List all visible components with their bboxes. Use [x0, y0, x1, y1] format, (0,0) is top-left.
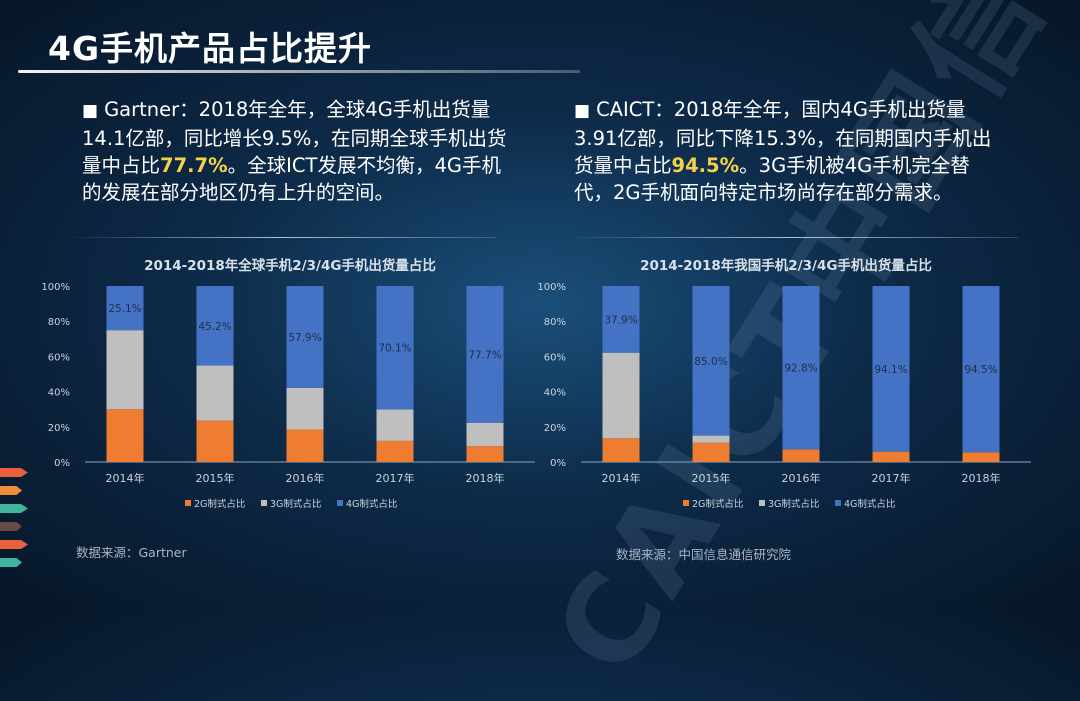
bar-segment-2g	[782, 449, 820, 462]
source-caict: 数据来源：中国信息通信研究院	[616, 547, 792, 562]
bar-segment-4g	[692, 286, 730, 436]
bar-segment-3g	[286, 387, 324, 430]
data-label: 94.5%	[964, 364, 997, 376]
y-tick-label: 100%	[41, 282, 70, 293]
y-tick-label: 80%	[48, 317, 70, 328]
caict-text-before: CAICT：2018年全年，国内4G手机出货量3.91亿部，同比下降15.3%，…	[574, 98, 992, 177]
legend-swatch	[185, 500, 191, 506]
decor-arrows	[0, 468, 30, 576]
data-label: 92.8%	[784, 363, 817, 375]
legend-label: 3G制式占比	[768, 498, 819, 510]
bar-segment-2g	[466, 446, 504, 462]
x-tick-label: 2016年	[286, 471, 325, 485]
legend-label: 4G制式占比	[346, 498, 397, 510]
separator-line-left	[68, 237, 496, 238]
legend-label: 3G制式占比	[270, 498, 321, 510]
data-label: 70.1%	[378, 343, 411, 355]
bar-segment-2g	[106, 409, 144, 462]
bar-segment-4g	[286, 286, 324, 388]
bar-segment-2g	[962, 452, 1000, 462]
gartner-paragraph: ■ Gartner：2018年全年，全球4G手机出货量14.1亿部，同比增长9.5…	[82, 96, 512, 206]
decor-arrow-icon	[0, 558, 22, 567]
y-tick-label: 100%	[537, 282, 566, 293]
bar-segment-4g	[602, 286, 640, 353]
title-underline	[18, 70, 580, 73]
bar-segment-3g	[196, 365, 234, 421]
y-tick-label: 20%	[48, 423, 70, 434]
y-tick-label: 0%	[550, 458, 566, 469]
x-tick-label: 2016年	[782, 471, 821, 485]
decor-arrow-icon	[0, 522, 22, 531]
legend-swatch	[683, 500, 689, 506]
legend-label: 2G制式占比	[692, 498, 743, 510]
data-label: 25.1%	[108, 303, 141, 315]
x-tick-label: 2015年	[692, 471, 731, 485]
bar-segment-4g	[466, 286, 504, 423]
source-gartner: 数据来源：Gartner	[76, 545, 187, 560]
china-share-chart: 0% 20% 40% 60% 80% 100% 37.9% 2014年 85.0% 2015年 92…	[537, 282, 1031, 510]
legend-swatch	[337, 500, 343, 506]
legend-swatch	[835, 500, 841, 506]
bar-segment-2g	[286, 429, 324, 462]
gartner-text-before: Gartner：2018年全年，全球4G手机出货量14.1亿部，同比增长9.5%…	[82, 98, 507, 177]
bar-segment-3g	[602, 352, 640, 439]
chart-title-global: 2014-2018年全球手机2/3/4G手机出货量占比	[144, 258, 436, 274]
gartner-highlight: 77.7%	[160, 154, 228, 177]
gartner-text-after: 。全球ICT发展不均衡，4G手机的发展在部分地区仍有上升的空间。	[82, 154, 501, 204]
x-tick-label: 2018年	[962, 471, 1001, 485]
decor-arrow-icon	[0, 504, 28, 513]
data-label: 85.0%	[694, 356, 727, 368]
bar-segment-4g	[962, 286, 1000, 453]
data-label: 57.9%	[288, 332, 321, 344]
legend-swatch	[261, 500, 267, 506]
decor-arrow-icon	[0, 468, 28, 477]
x-tick-label: 2017年	[376, 471, 415, 485]
bar-segment-2g	[602, 438, 640, 462]
bar-segment-3g	[106, 330, 144, 410]
x-tick-label: 2018年	[466, 471, 505, 485]
bar-segment-4g	[106, 286, 144, 331]
x-tick-label: 2017年	[872, 471, 911, 485]
bar-segment-4g	[376, 286, 414, 410]
bullet-icon: ■	[82, 101, 99, 121]
legend-label: 4G制式占比	[844, 498, 895, 510]
y-tick-label: 80%	[544, 317, 566, 328]
y-tick-label: 0%	[54, 458, 70, 469]
bar-segment-3g	[466, 422, 504, 447]
legend-label: 2G制式占比	[194, 498, 245, 510]
caict-text-after: 。3G手机被4G手机完全替代，2G手机面向特定市场尚存在部分需求。	[574, 154, 970, 204]
page-title: 4G手机产品占比提升	[48, 29, 373, 68]
bar-segment-3g	[376, 409, 414, 441]
bar-segment-2g	[376, 440, 414, 462]
caict-highlight: 94.5%	[671, 154, 740, 177]
data-label: 77.7%	[468, 349, 501, 361]
x-tick-label: 2015年	[196, 471, 235, 485]
bar-segment-3g	[692, 435, 730, 443]
y-tick-label: 60%	[544, 352, 566, 363]
y-tick-label: 60%	[48, 352, 70, 363]
bar-segment-2g	[692, 442, 730, 462]
decor-arrow-icon	[0, 540, 28, 549]
decor-arrow-icon	[0, 486, 22, 495]
y-tick-label: 20%	[544, 423, 566, 434]
bar-segment-2g	[196, 420, 234, 462]
data-label: 45.2%	[198, 321, 231, 333]
chart-title-china: 2014-2018年我国手机2/3/4G手机出货量占比	[640, 258, 932, 274]
bar-segment-4g	[782, 286, 820, 450]
y-tick-label: 40%	[48, 388, 70, 399]
data-label: 94.1%	[874, 364, 907, 376]
legend-swatch	[759, 500, 765, 506]
bar-segment-4g	[196, 286, 234, 366]
bar-segment-4g	[872, 286, 910, 452]
data-label: 37.9%	[604, 314, 637, 326]
caict-paragraph: ■ CAICT：2018年全年，国内4G手机出货量3.91亿部，同比下降15.3%…	[574, 96, 1006, 206]
x-tick-label: 2014年	[602, 471, 641, 485]
global-share-chart: 0% 20% 40% 60% 80% 100% 25.1% 2014年 45.2% 2015年 57…	[41, 282, 535, 510]
x-tick-label: 2014年	[106, 471, 145, 485]
separator-line-right	[566, 237, 1018, 238]
bullet-icon: ■	[574, 101, 591, 121]
bar-segment-2g	[872, 451, 910, 462]
y-tick-label: 40%	[544, 388, 566, 399]
